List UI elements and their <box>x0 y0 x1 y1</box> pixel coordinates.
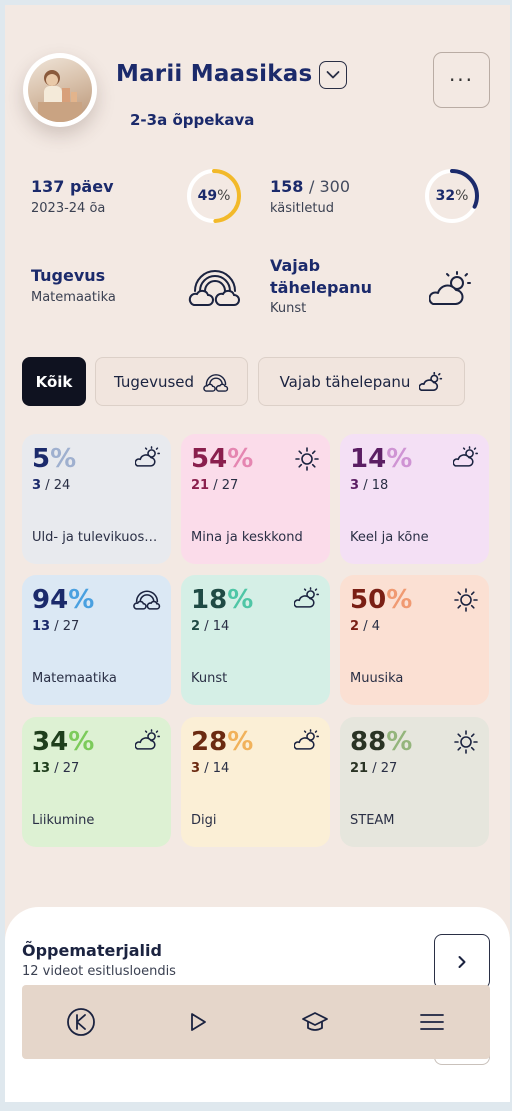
subject-tile[interactable]: 88% 21 / 27 STEAM <box>340 717 489 847</box>
nav-home[interactable] <box>51 992 111 1052</box>
subject-tile[interactable]: 50% 2 / 4 Muusika <box>340 575 489 705</box>
subject-tile[interactable]: 5% 3 / 24 Üld- ja tulevikuoskused <box>22 434 171 564</box>
k-logo-icon <box>66 1008 95 1036</box>
subject-label: Digi <box>191 813 217 828</box>
subject-percent: 88% <box>350 727 413 757</box>
handled-label: käsitletud <box>270 201 334 216</box>
subject-percent: 34% <box>32 727 95 757</box>
subject-progress: 13 / 27 <box>32 761 80 776</box>
graduation-cap-icon <box>301 1012 328 1031</box>
nav-learning[interactable] <box>285 992 345 1052</box>
filter-attention-button[interactable]: Vajab tähelepanu <box>258 357 465 406</box>
more-options-button[interactable]: ··· <box>433 52 490 108</box>
sun-cloud-icon <box>134 446 161 472</box>
subject-progress: 2 / 4 <box>350 619 380 634</box>
rainbow-cloud-icon <box>188 270 240 306</box>
handled-percent: 32 <box>435 188 456 204</box>
subject-tile[interactable]: 54% 21 / 27 Mina ja keskkond <box>181 434 330 564</box>
sun-cloud-icon <box>293 729 320 755</box>
play-icon <box>190 1013 206 1031</box>
filter-strengths-button[interactable]: Tugevused <box>95 357 248 406</box>
subject-progress: 13 / 27 <box>32 619 80 634</box>
strength-title: Tugevus <box>31 266 106 285</box>
sun-icon <box>294 446 320 476</box>
profile-dropdown-button[interactable] <box>319 61 347 89</box>
nav-videos[interactable] <box>168 992 228 1052</box>
materials-title: Õppemater­jalid <box>22 941 162 960</box>
attention-title: Vajab tähelepanu <box>270 256 373 297</box>
subject-percent: 54% <box>191 444 254 474</box>
subject-percent: 18% <box>191 585 254 615</box>
sun-cloud-icon <box>419 371 443 391</box>
avatar-photo <box>28 58 92 122</box>
rainbow-cloud-icon <box>203 373 229 392</box>
app-screen: Marii Maasikas ··· 2-3a õppekava 137 päe… <box>5 5 510 1102</box>
handled-total: / 300 <box>308 177 350 196</box>
sun-cloud-icon <box>452 446 479 472</box>
menu-icon <box>419 1014 444 1030</box>
subject-label: STEAM <box>350 813 395 828</box>
materials-open-button[interactable] <box>434 934 490 989</box>
handled-percent-sign: % <box>455 188 469 204</box>
strength-subject: Matemaatika <box>31 290 116 305</box>
subject-percent: 28% <box>191 727 254 757</box>
subject-label: Muusika <box>350 671 404 686</box>
materials-subtitle: 12 videot esitlusloendis <box>22 964 176 979</box>
subject-percent: 14% <box>350 444 413 474</box>
subject-tile[interactable]: 18% 2 / 14 Kunst <box>181 575 330 705</box>
subject-percent: 5% <box>32 444 77 474</box>
days-progress-ring: 49% <box>185 167 243 225</box>
subject-percent: 50% <box>350 585 413 615</box>
school-year-label: 2023-24 õa <box>31 201 106 216</box>
bottom-navigation <box>22 985 490 1059</box>
subject-label: Matemaatika <box>32 671 117 686</box>
sun-cloud-icon <box>429 271 471 305</box>
subject-tile[interactable]: 28% 3 / 14 Digi <box>181 717 330 847</box>
subject-tile[interactable]: 34% 13 / 27 Liikumine <box>22 717 171 847</box>
subject-label: Liikumine <box>32 813 95 828</box>
subject-label: Kunst <box>191 671 228 686</box>
subject-progress: 21 / 27 <box>191 478 239 493</box>
sun-cloud-icon <box>293 587 320 613</box>
subject-progress: 3 / 14 <box>191 761 230 776</box>
rainbow-cloud-icon <box>133 587 161 615</box>
avatar[interactable] <box>23 53 97 127</box>
subject-label: Mina ja keskkond <box>191 530 303 545</box>
days-value: 137 päev <box>31 177 114 196</box>
subject-progress: 21 / 27 <box>350 761 398 776</box>
chevron-down-icon <box>326 71 340 79</box>
handled-count: 158 <box>270 177 304 196</box>
subject-percent: 94% <box>32 585 95 615</box>
profile-name: Marii Maasikas <box>116 61 313 87</box>
filter-all-button[interactable]: Kõik <box>22 357 86 406</box>
sun-icon <box>453 729 479 759</box>
nav-menu[interactable] <box>402 992 462 1052</box>
subject-label: Üld- ja tulevikuoskused <box>32 530 162 545</box>
days-percent-sign: % <box>217 188 231 204</box>
days-percent: 49 <box>197 188 218 204</box>
handled-value: 158 / 300 <box>270 177 350 196</box>
sun-icon <box>453 587 479 617</box>
subject-progress: 3 / 24 <box>32 478 71 493</box>
attention-subject: Kunst <box>270 301 307 316</box>
curriculum-label: 2-3a õppekava <box>130 111 255 129</box>
sun-cloud-icon <box>134 729 161 755</box>
subject-progress: 3 / 18 <box>350 478 389 493</box>
subject-progress: 2 / 14 <box>191 619 230 634</box>
subject-label: Keel ja kõne <box>350 530 429 545</box>
handled-progress-ring: 32% <box>423 167 481 225</box>
chevron-right-icon <box>458 955 466 968</box>
subject-tile[interactable]: 94% 13 / 27 Matemaatika <box>22 575 171 705</box>
subject-tile[interactable]: 14% 3 / 18 Keel ja kõne <box>340 434 489 564</box>
